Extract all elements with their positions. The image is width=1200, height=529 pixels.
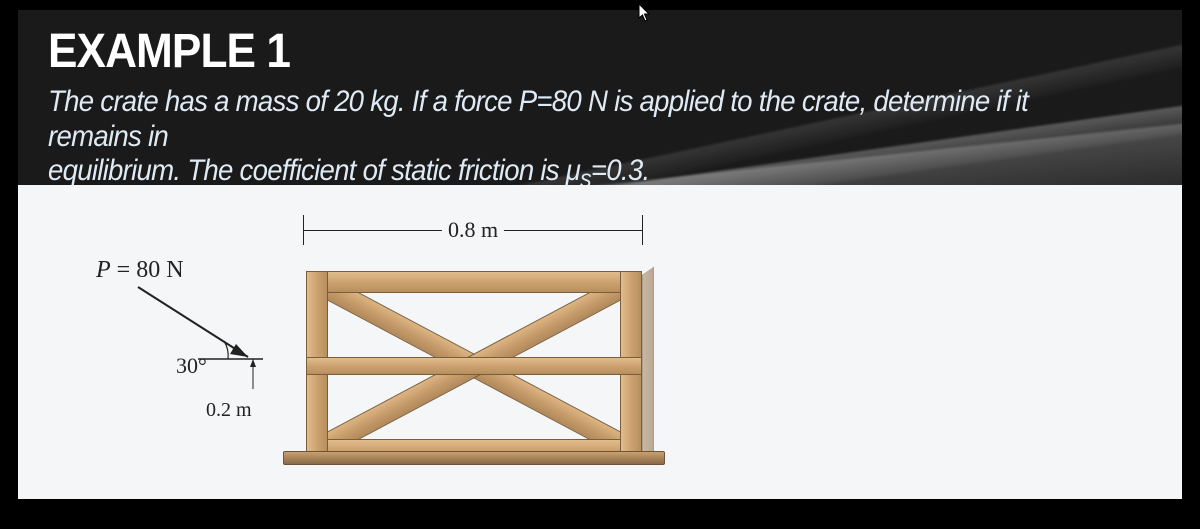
problem-line-2b: =0.3. xyxy=(591,154,649,185)
mu-subscript: s xyxy=(580,165,591,185)
slide-title: EXAMPLE 1 xyxy=(48,24,1064,79)
slide-header: EXAMPLE 1 The crate has a mass of 20 kg.… xyxy=(18,10,1182,185)
dimension-width-label: 0.8 m xyxy=(442,217,504,243)
problem-line-2a: equilibrium. The coefficient of static f… xyxy=(48,154,580,185)
dimension-width: 0.8 m xyxy=(303,215,643,249)
dimension-height-label: 0.2 m xyxy=(206,399,252,422)
screen-frame: EXAMPLE 1 The crate has a mass of 20 kg.… xyxy=(0,0,1200,529)
crate xyxy=(306,271,642,461)
force-label: P = 80 N xyxy=(96,257,184,284)
crate-figure: 0.8 m P = 80 N 30° 0.2 m xyxy=(88,215,688,485)
ground-plank xyxy=(283,451,665,465)
problem-statement: The crate has a mass of 20 kg. If a forc… xyxy=(48,85,1064,185)
problem-line-1: The crate has a mass of 20 kg. If a forc… xyxy=(48,85,1028,153)
angle-label: 30° xyxy=(176,353,207,379)
figure-area: 0.8 m P = 80 N 30° 0.2 m xyxy=(18,185,1182,499)
